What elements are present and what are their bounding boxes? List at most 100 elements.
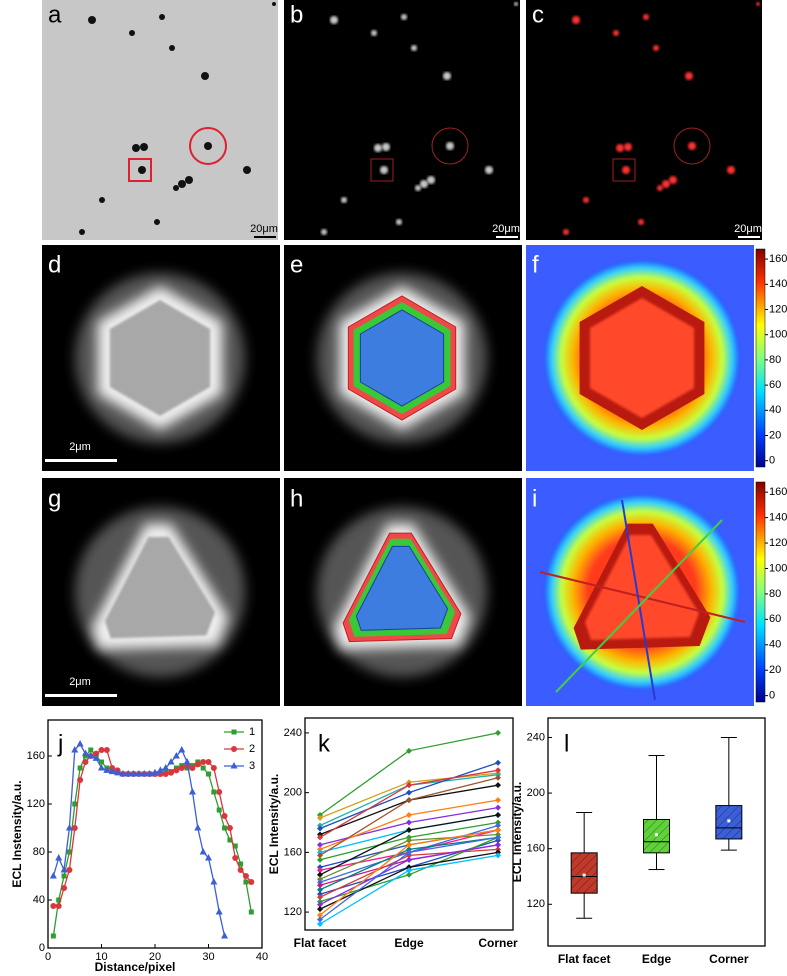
y-tick-label: 40 bbox=[33, 894, 45, 906]
point bbox=[406, 782, 412, 789]
legend-label: 3 bbox=[249, 760, 255, 772]
point bbox=[98, 747, 105, 753]
particle bbox=[396, 219, 402, 225]
x-tick-label: Flat facet bbox=[294, 936, 347, 950]
point bbox=[216, 789, 223, 795]
particle bbox=[204, 142, 212, 150]
series-line bbox=[52, 749, 252, 937]
particle bbox=[616, 144, 624, 152]
point bbox=[72, 801, 78, 807]
point bbox=[71, 825, 78, 831]
point bbox=[189, 765, 196, 771]
point bbox=[216, 807, 222, 813]
panel-label: b bbox=[290, 1, 303, 28]
particle bbox=[374, 144, 382, 152]
colorbar-tick-label: 100 bbox=[769, 562, 787, 574]
point bbox=[317, 901, 323, 908]
x-tick-label: Corner bbox=[478, 936, 518, 950]
point bbox=[76, 740, 84, 747]
highlight-box bbox=[128, 158, 152, 182]
scale-bar-label: 2μm bbox=[69, 676, 91, 688]
scale-bar bbox=[254, 236, 276, 238]
profile-line bbox=[539, 571, 746, 623]
point bbox=[495, 782, 501, 789]
scale-bar-label: 20μm bbox=[492, 223, 520, 235]
point bbox=[49, 872, 57, 879]
panel-label: g bbox=[48, 485, 61, 512]
particle bbox=[685, 72, 693, 80]
x-tick-label: Corner bbox=[709, 952, 749, 966]
colorbar-tick-label: 140 bbox=[769, 278, 787, 290]
particle bbox=[173, 185, 179, 191]
colorbar-tick-label: 0 bbox=[769, 455, 775, 467]
x-tick-label: 0 bbox=[45, 951, 51, 963]
highlight-circle bbox=[673, 127, 711, 165]
point bbox=[406, 856, 412, 863]
colorbar-tick-label: 60 bbox=[769, 613, 781, 625]
point bbox=[237, 867, 244, 873]
panel-label: e bbox=[290, 251, 303, 278]
particle bbox=[563, 229, 569, 235]
point bbox=[317, 906, 323, 913]
point bbox=[162, 764, 170, 771]
point bbox=[406, 837, 412, 844]
particle bbox=[415, 185, 421, 191]
point bbox=[162, 771, 169, 777]
legend-marker bbox=[231, 746, 237, 752]
colorbar-tick-label: 160 bbox=[769, 486, 787, 498]
particle bbox=[756, 2, 760, 6]
point bbox=[495, 804, 501, 811]
point bbox=[81, 749, 89, 757]
point bbox=[215, 908, 223, 915]
point bbox=[55, 903, 62, 909]
micrograph bbox=[42, 0, 278, 240]
micrograph bbox=[526, 0, 762, 240]
point bbox=[406, 871, 412, 878]
colorbar-tick-label: 100 bbox=[769, 329, 787, 341]
point bbox=[406, 819, 412, 826]
point bbox=[178, 746, 186, 753]
particle bbox=[178, 180, 186, 188]
particle bbox=[653, 45, 659, 51]
point bbox=[210, 878, 218, 885]
plot-frame bbox=[547, 717, 766, 947]
point bbox=[232, 855, 239, 861]
point bbox=[406, 812, 412, 819]
legend-label: 2 bbox=[249, 743, 255, 755]
particle bbox=[485, 166, 493, 174]
point bbox=[495, 767, 501, 774]
point bbox=[317, 856, 323, 863]
colorbar-tick-label: 120 bbox=[769, 303, 787, 315]
mean bbox=[582, 873, 586, 877]
point bbox=[406, 797, 412, 804]
point bbox=[495, 826, 501, 833]
point bbox=[226, 825, 233, 831]
facet-region bbox=[359, 309, 445, 407]
point bbox=[317, 852, 323, 859]
scale-bar bbox=[45, 694, 117, 697]
point bbox=[194, 761, 201, 768]
point bbox=[178, 765, 185, 771]
colorbar-tick-label: 20 bbox=[769, 429, 781, 441]
panel-label: l bbox=[564, 730, 569, 757]
point bbox=[317, 867, 323, 874]
plot-frame bbox=[304, 717, 514, 931]
point bbox=[65, 824, 73, 831]
panel-label: d bbox=[48, 251, 61, 278]
point bbox=[71, 746, 79, 753]
point bbox=[103, 747, 110, 753]
point bbox=[188, 788, 196, 795]
point bbox=[242, 873, 249, 879]
colorbar-tick-label: 40 bbox=[769, 404, 781, 416]
point bbox=[146, 770, 154, 777]
point bbox=[98, 764, 105, 771]
point bbox=[406, 826, 412, 833]
panel-label: a bbox=[48, 1, 62, 28]
point bbox=[495, 729, 501, 736]
point bbox=[317, 894, 323, 901]
point bbox=[317, 916, 323, 923]
point bbox=[114, 768, 122, 776]
y-tick-label: 80 bbox=[33, 846, 45, 858]
y-tick-label: 160 bbox=[27, 750, 45, 762]
